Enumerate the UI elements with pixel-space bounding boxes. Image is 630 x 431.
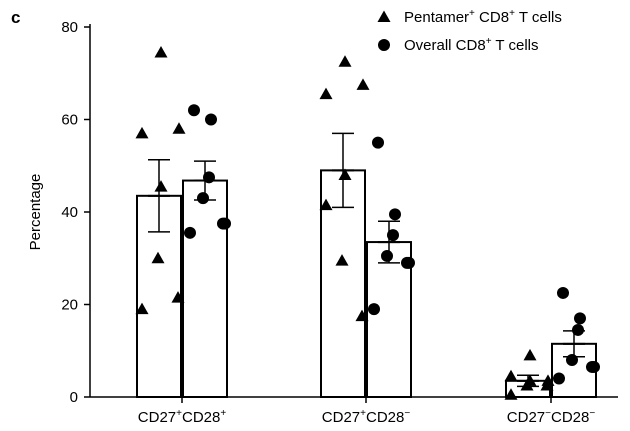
data-point: [574, 312, 586, 325]
data-point: [401, 256, 413, 269]
y-axis-label: Percentage: [27, 174, 44, 251]
data-point: [540, 378, 554, 391]
data-point: [387, 229, 399, 242]
data-point: [154, 180, 168, 192]
y-tick-label: 60: [61, 112, 78, 129]
data-point: [319, 198, 333, 211]
data-point: [356, 78, 370, 90]
data-point: [135, 302, 149, 315]
bar: [182, 179, 228, 398]
data-point: [205, 113, 217, 126]
data-points: [135, 45, 600, 400]
data-point: [188, 104, 200, 117]
legend-label: Overall CD8+ T cells: [404, 36, 539, 54]
data-point: [171, 291, 185, 303]
bars: [136, 169, 597, 398]
x-tick-label: CD27−CD28−: [507, 408, 596, 426]
data-point: [372, 136, 384, 149]
legend: Pentamer+ CD8+ T cells Overall CD8+ T cel…: [377, 8, 562, 54]
legend-marker: [377, 10, 391, 22]
legend-label: Pentamer+ CD8+ T cells: [404, 8, 562, 26]
data-point: [368, 303, 380, 316]
data-point: [553, 372, 565, 385]
data-point: [335, 254, 349, 266]
panel-label: c: [11, 8, 20, 27]
x-tick-label: CD27+CD28−: [322, 408, 411, 426]
data-point: [197, 192, 209, 205]
data-point: [504, 369, 518, 382]
data-point: [523, 348, 537, 361]
data-point: [154, 45, 168, 58]
data-point: [319, 87, 333, 100]
data-point: [566, 354, 578, 366]
axes: 0 20 40 60 80 Percentage CD27+CD28+ CD27+CD28− C…: [27, 19, 618, 426]
bar: [366, 241, 412, 398]
data-point: [557, 286, 569, 299]
data-point: [135, 126, 149, 139]
data-point: [381, 249, 393, 262]
legend-marker: [378, 39, 390, 51]
y-tick-label: 80: [61, 19, 78, 36]
data-point: [504, 388, 518, 400]
y-tick-label: 20: [61, 297, 78, 314]
data-point: [151, 251, 165, 264]
data-point: [572, 323, 584, 336]
data-point: [338, 168, 352, 180]
y-tick-label: 40: [61, 204, 78, 221]
x-tick-label: CD27+CD28+: [138, 408, 227, 426]
data-point: [184, 226, 196, 239]
data-point: [389, 208, 401, 221]
bar: [136, 194, 182, 398]
data-point: [217, 217, 229, 230]
data-point: [203, 171, 215, 184]
data-point: [520, 378, 534, 391]
data-point: [355, 309, 369, 322]
data-point: [338, 55, 352, 67]
data-point: [586, 360, 598, 373]
y-tick-label: 0: [70, 389, 78, 406]
data-point: [172, 122, 186, 134]
